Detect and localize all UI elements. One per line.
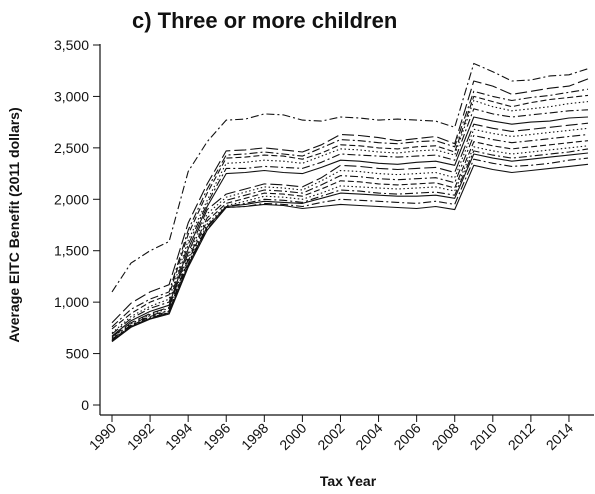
series-line-8: [111, 122, 589, 338]
series-line-2: [111, 78, 589, 324]
y-tick-label: 2,500: [54, 140, 89, 156]
x-tick-label: 2004: [352, 420, 385, 453]
x-tick-label: 1998: [238, 420, 271, 453]
x-tick-label: 2002: [314, 420, 347, 453]
series-line-12: [111, 145, 589, 341]
y-axis-label: Average EITC Benefit (2011 dollars): [6, 107, 22, 342]
series-line-6: [111, 108, 589, 335]
series-line-15: [111, 157, 589, 342]
x-tick-label: 2000: [276, 420, 309, 453]
x-tick-label: 1996: [200, 420, 233, 453]
y-tick-label: 0: [81, 397, 89, 413]
x-tick-label: 2014: [543, 420, 576, 453]
x-tick-label: 1994: [162, 420, 195, 453]
y-axis-ticks: 0 500 1,000 1,500 2,000 2,500 3,000 3,500: [54, 37, 100, 413]
x-axis-ticks: 1990 1992 1994 1996 1998 2000 2002 2004 2006 2008…: [86, 415, 576, 453]
series-line-10: [111, 133, 589, 340]
x-tick-label: 1992: [124, 420, 157, 453]
series-line-7: [111, 116, 589, 337]
x-tick-label: 2010: [467, 420, 500, 453]
y-tick-label: 2,000: [54, 191, 89, 207]
series-line-11: [111, 140, 589, 341]
x-axis-label: Tax Year: [320, 473, 377, 489]
chart-title: c) Three or more children: [132, 8, 397, 33]
plot-area: [111, 62, 589, 343]
x-tick-label: 2008: [428, 420, 461, 453]
series-line-9: [111, 127, 589, 339]
series-line-16: [111, 163, 589, 343]
x-tick-label: 2006: [390, 420, 423, 453]
x-tick-label: 2012: [505, 420, 538, 453]
y-tick-label: 1,000: [54, 294, 89, 310]
y-tick-label: 500: [66, 346, 90, 362]
y-tick-label: 3,500: [54, 37, 89, 53]
series-line-4: [111, 94, 589, 330]
x-tick-label: 1990: [86, 420, 119, 453]
series-line-1: [111, 62, 589, 293]
series-line-5: [111, 99, 589, 334]
y-tick-label: 1,500: [54, 243, 89, 259]
y-tick-label: 3,000: [54, 88, 89, 104]
series-line-3: [111, 88, 589, 328]
